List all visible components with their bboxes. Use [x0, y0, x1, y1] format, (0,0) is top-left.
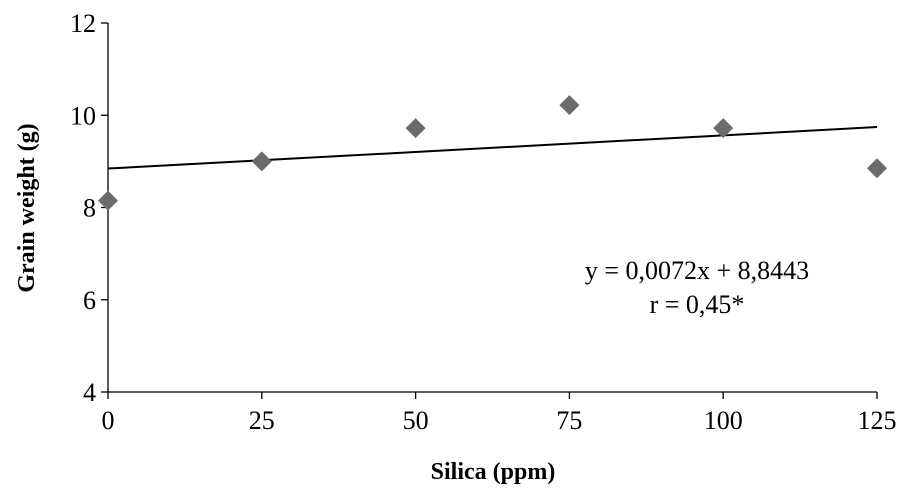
data-point — [867, 158, 887, 179]
x-tick-label: 100 — [704, 406, 743, 435]
x-axis: 0 25 50 75 100 125 — [102, 391, 897, 435]
correlation-coefficient: r = 0,45* — [650, 290, 745, 319]
y-tick-label: 6 — [83, 286, 96, 315]
y-tick-label: 12 — [70, 9, 96, 38]
trendline-equation: y = 0,0072x + 8,8443 — [585, 256, 809, 285]
data-point — [405, 118, 426, 139]
x-tick-label: 75 — [556, 406, 582, 435]
y-axis-title: Grain weight (g) — [14, 123, 40, 292]
trendline — [107, 126, 878, 170]
x-ticks: 0 25 50 75 100 125 — [102, 392, 897, 435]
y-tick-label: 4 — [83, 378, 96, 407]
data-points — [98, 95, 887, 211]
data-point — [713, 118, 734, 139]
data-point — [559, 95, 580, 116]
x-tick-label: 50 — [403, 406, 429, 435]
y-tick-label: 8 — [83, 194, 96, 223]
data-point — [98, 190, 118, 211]
y-axis: 4 6 8 10 12 — [70, 9, 109, 407]
y-ticks: 4 6 8 10 12 — [70, 9, 108, 407]
x-tick-label: 0 — [102, 406, 115, 435]
x-tick-label: 125 — [858, 406, 897, 435]
y-tick-label: 10 — [70, 101, 96, 130]
x-tick-label: 25 — [249, 406, 275, 435]
data-point — [251, 151, 272, 172]
x-axis-title: Silica (ppm) — [431, 459, 556, 485]
